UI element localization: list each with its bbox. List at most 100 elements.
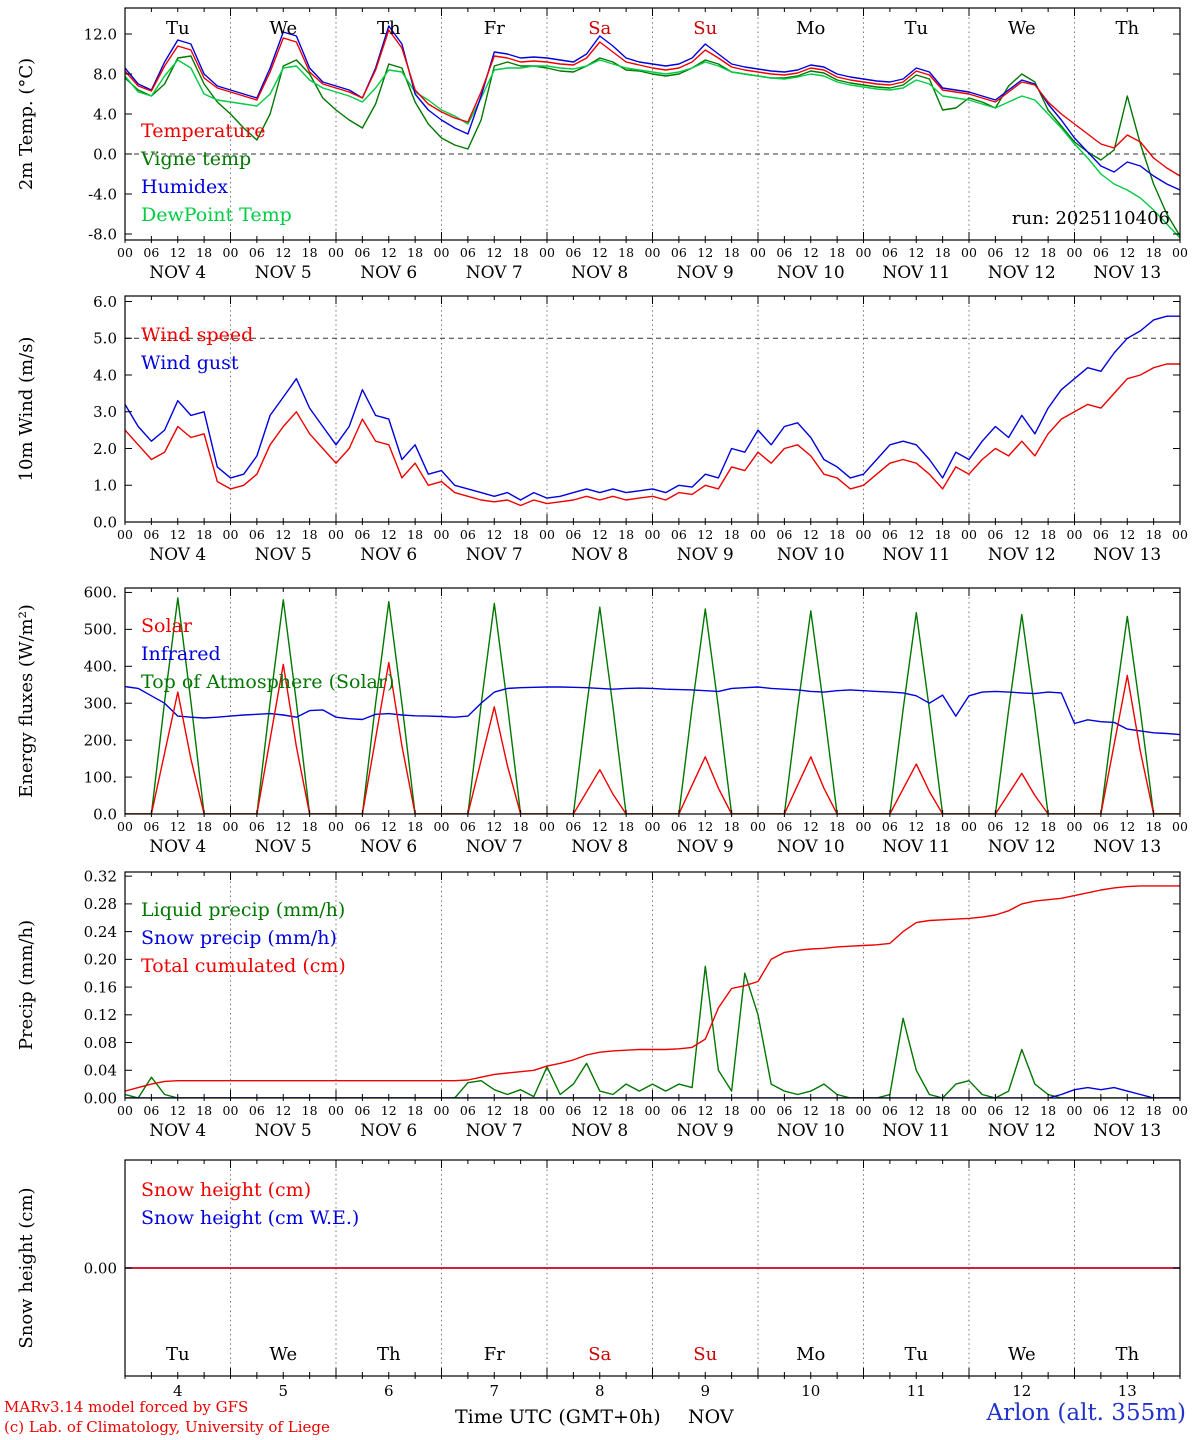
svg-text:12: 12	[697, 819, 713, 834]
svg-text:Fr: Fr	[484, 1344, 505, 1365]
svg-text:Fr: Fr	[484, 18, 505, 39]
legend-wind-1: Wind gust	[141, 352, 239, 374]
model-credit-line2: (c) Lab. of Climatology, University of L…	[4, 1418, 330, 1436]
svg-text:18: 18	[196, 1103, 212, 1118]
svg-text:Th: Th	[1115, 1344, 1139, 1365]
svg-text:12: 12	[381, 527, 397, 542]
svg-text:0.0: 0.0	[93, 145, 117, 163]
svg-text:00: 00	[750, 527, 766, 542]
svg-text:06: 06	[143, 245, 159, 260]
svg-text:NOV 6: NOV 6	[360, 1121, 417, 1141]
svg-text:We: We	[269, 18, 297, 39]
svg-text:06: 06	[249, 527, 265, 542]
svg-text:00: 00	[645, 819, 661, 834]
svg-text:06: 06	[987, 819, 1003, 834]
svg-text:12: 12	[486, 1103, 502, 1118]
svg-text:18: 18	[1146, 1103, 1162, 1118]
svg-text:00: 00	[856, 527, 872, 542]
legend-energy-fluxes-0: Solar	[141, 615, 193, 637]
ylabel-snow-height: Snow height (cm)	[16, 1187, 37, 1348]
svg-text:-8.0: -8.0	[88, 225, 117, 243]
panel-snow-height: 0.00 Snow height (cm) Snow height (cm) Snow…	[16, 1159, 1181, 1400]
svg-text:00: 00	[645, 245, 661, 260]
svg-text:Tu: Tu	[166, 1344, 190, 1365]
svg-text:Th: Th	[1115, 18, 1139, 39]
svg-text:00: 00	[1172, 527, 1188, 542]
ylabel-energy-fluxes: Energy fluxes (W/m²)	[16, 604, 37, 798]
svg-text:18: 18	[407, 527, 423, 542]
svg-text:NOV 8: NOV 8	[571, 263, 628, 283]
svg-text:NOV 8: NOV 8	[571, 837, 628, 857]
svg-text:06: 06	[882, 527, 898, 542]
svg-text:NOV 4: NOV 4	[149, 837, 206, 857]
svg-text:06: 06	[671, 819, 687, 834]
svg-text:00: 00	[1067, 819, 1083, 834]
svg-text:12.0: 12.0	[84, 25, 117, 43]
svg-text:0.24: 0.24	[84, 923, 117, 941]
svg-text:12: 12	[592, 527, 608, 542]
svg-text:Sa: Sa	[588, 18, 611, 39]
svg-text:18: 18	[935, 1103, 951, 1118]
svg-text:NOV 13: NOV 13	[1093, 837, 1161, 857]
legend-wind-0: Wind speed	[141, 324, 253, 346]
svg-text:12: 12	[908, 245, 924, 260]
svg-text:06: 06	[987, 245, 1003, 260]
svg-text:12: 12	[381, 245, 397, 260]
svg-text:Tu: Tu	[904, 18, 928, 39]
legend-temperature-0: Temperature	[141, 120, 265, 142]
ylabel-temperature: 2m Temp. (°C)	[16, 58, 37, 190]
svg-text:00: 00	[117, 1103, 133, 1118]
svg-text:Th: Th	[377, 18, 401, 39]
svg-text:0.0: 0.0	[93, 513, 117, 531]
panel-temperature: 12.0 8.0 4.0 0.0 -4.0 -8.0 2m Temp. (°C) Temper…	[16, 7, 1188, 283]
svg-text:Mo: Mo	[796, 1344, 825, 1365]
svg-text:00: 00	[1172, 819, 1188, 834]
svg-text:NOV 11: NOV 11	[882, 545, 950, 565]
svg-text:18: 18	[618, 819, 634, 834]
svg-text:NOV 6: NOV 6	[360, 837, 417, 857]
svg-text:12: 12	[908, 1103, 924, 1118]
svg-text:00: 00	[434, 819, 450, 834]
svg-text:06: 06	[987, 527, 1003, 542]
svg-text:00: 00	[1172, 245, 1188, 260]
svg-text:18: 18	[407, 245, 423, 260]
svg-text:1.0: 1.0	[93, 477, 117, 495]
svg-text:NOV 10: NOV 10	[777, 837, 845, 857]
legend-temperature-2: Humidex	[141, 176, 228, 198]
svg-text:200.: 200.	[84, 731, 117, 749]
svg-text:NOV 9: NOV 9	[677, 1121, 734, 1141]
svg-text:12: 12	[908, 527, 924, 542]
svg-text:5: 5	[278, 1382, 288, 1400]
svg-text:Mo: Mo	[796, 18, 825, 39]
svg-text:18: 18	[935, 819, 951, 834]
svg-text:06: 06	[354, 245, 370, 260]
svg-text:00: 00	[856, 1103, 872, 1118]
svg-text:18: 18	[407, 819, 423, 834]
svg-text:NOV 6: NOV 6	[360, 263, 417, 283]
svg-text:NOV 10: NOV 10	[777, 1121, 845, 1141]
svg-text:0.00: 0.00	[84, 1259, 117, 1277]
svg-text:12: 12	[381, 819, 397, 834]
svg-text:18: 18	[829, 245, 845, 260]
svg-text:06: 06	[460, 245, 476, 260]
svg-text:06: 06	[565, 527, 581, 542]
svg-text:We: We	[269, 1344, 297, 1365]
svg-text:00: 00	[856, 245, 872, 260]
series-humidex	[125, 25, 1180, 191]
panel-precip: 0.32 0.28 0.24 0.20 0.16 0.12 0.08 0.04 0.00 Prec…	[16, 867, 1188, 1141]
svg-text:06: 06	[671, 245, 687, 260]
svg-text:NOV 10: NOV 10	[777, 545, 845, 565]
svg-text:4.0: 4.0	[93, 105, 117, 123]
svg-text:00: 00	[1067, 1103, 1083, 1118]
svg-text:00: 00	[117, 819, 133, 834]
svg-text:06: 06	[882, 1103, 898, 1118]
svg-text:06: 06	[143, 527, 159, 542]
svg-text:18: 18	[196, 245, 212, 260]
svg-text:06: 06	[460, 527, 476, 542]
svg-text:00: 00	[328, 245, 344, 260]
svg-text:00: 00	[117, 527, 133, 542]
series-solar	[125, 661, 1180, 814]
svg-text:NOV 12: NOV 12	[988, 837, 1056, 857]
